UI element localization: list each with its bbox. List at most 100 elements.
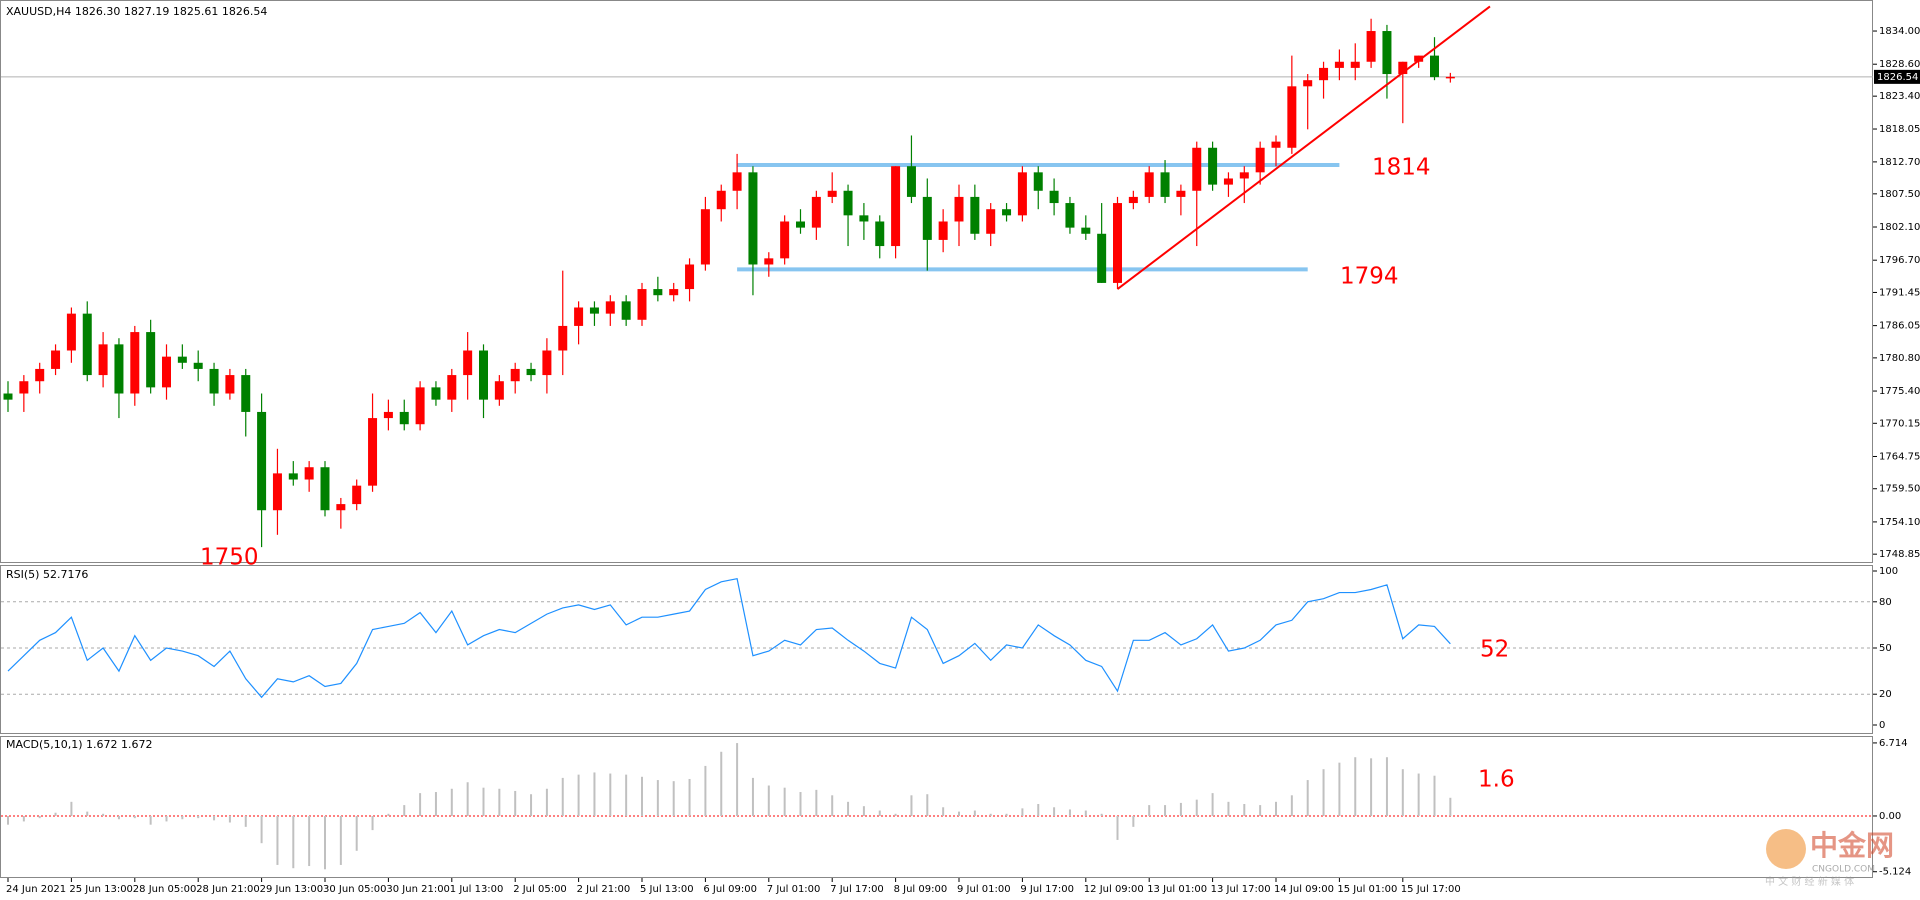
histogram-bar <box>1354 757 1357 816</box>
candle-body <box>257 411 267 511</box>
histogram-bar <box>831 795 834 816</box>
watermark: 中金网 CNGOLD.COM 中 文 财 经 新 媒 体 <box>1765 829 1894 888</box>
y-tick-label: 80 <box>1879 597 1892 608</box>
histogram-bar <box>751 777 754 816</box>
histogram-bar <box>688 778 691 816</box>
histogram-bar <box>973 810 976 816</box>
x-tick-label: 29 Jun 13:00 <box>260 884 324 895</box>
y-tick-label: -5.124 <box>1879 867 1911 878</box>
candle-body <box>1208 147 1218 185</box>
histogram-bar <box>894 813 897 816</box>
histogram-bar <box>355 815 358 851</box>
candle-body <box>796 221 805 228</box>
candle-body <box>970 196 980 234</box>
candle-body <box>1445 76 1455 79</box>
candle-body <box>922 196 932 240</box>
candle-body <box>399 411 409 425</box>
candle-body <box>463 350 473 376</box>
annotation: 1.6 <box>1478 767 1515 793</box>
histogram-bar <box>276 815 279 865</box>
logo <box>1766 829 1806 869</box>
histogram-bar <box>1275 801 1277 816</box>
histogram-bar <box>1132 815 1135 827</box>
candle-body <box>1081 227 1091 234</box>
x-tick-label: 9 Jul 01:00 <box>957 884 1011 895</box>
candle-body <box>653 289 663 296</box>
x-tick-label: 7 Jul 01:00 <box>767 884 821 895</box>
candle-body <box>1033 172 1043 191</box>
candle-body <box>352 485 362 505</box>
histogram-bar <box>545 788 548 816</box>
candle-body <box>558 325 568 351</box>
candle-body <box>875 221 885 247</box>
histogram-bar <box>878 810 881 816</box>
candle-body <box>146 332 156 388</box>
x-tick-label: 6 Jul 09:00 <box>703 884 757 895</box>
histogram-bar <box>1037 804 1040 816</box>
candle-body <box>1097 233 1107 283</box>
histogram-bar <box>1385 757 1388 816</box>
candle-body <box>35 368 45 382</box>
y-tick-label: 1834.00 <box>1879 26 1920 37</box>
x-tick-label: 5 Jul 13:00 <box>640 884 694 895</box>
watermark-site: CNGOLD.COM <box>1812 865 1875 875</box>
histogram-bar <box>387 813 390 816</box>
candle-body <box>225 375 235 394</box>
candle-body <box>780 221 790 259</box>
candle-body <box>193 362 203 369</box>
candle-body <box>906 166 916 197</box>
candle-body <box>605 301 615 314</box>
candle-body <box>1382 31 1392 75</box>
x-tick-label: 7 Jul 17:00 <box>830 884 884 895</box>
y-tick-label: 1786.05 <box>1879 321 1920 332</box>
candle-body <box>19 381 29 394</box>
macd-panel <box>0 736 1873 878</box>
x-tick-label: 2 Jul 21:00 <box>577 884 631 895</box>
histogram-bar <box>989 813 992 816</box>
candle-body <box>320 467 330 511</box>
histogram-bar <box>324 815 326 870</box>
histogram-bar <box>339 815 342 865</box>
candle-body <box>827 190 837 197</box>
candle-body <box>1255 147 1265 173</box>
candle-body <box>1176 190 1186 197</box>
candle-body <box>1334 61 1344 68</box>
y-tick-label: 1796.70 <box>1879 255 1920 266</box>
candle-body <box>114 344 124 394</box>
candle-body <box>1002 209 1012 216</box>
macd-title: MACD(5,10,1) 1.672 1.672 <box>6 738 153 751</box>
histogram-bar <box>197 815 200 819</box>
candle-body <box>1223 178 1233 185</box>
x-tick-label: 1 Jul 13:00 <box>450 884 504 895</box>
histogram-bar <box>1084 810 1087 816</box>
histogram-bar <box>847 801 850 816</box>
candle-body <box>1350 61 1360 68</box>
histogram-bar <box>1338 762 1341 816</box>
histogram-bar <box>54 812 57 816</box>
histogram-bar <box>498 788 501 816</box>
x-tick-label: 12 Jul 09:00 <box>1084 884 1144 895</box>
histogram-bar <box>1401 769 1404 816</box>
candle-body <box>574 307 584 326</box>
candle-body <box>288 473 298 480</box>
histogram-bar <box>482 787 485 816</box>
histogram-bar <box>38 815 41 819</box>
histogram-bar <box>1259 805 1262 816</box>
histogram-bar <box>767 785 770 816</box>
candle-body <box>542 350 552 376</box>
candle-body <box>241 375 251 412</box>
last-price-label: 1826.54 <box>1877 72 1918 83</box>
candle-body <box>479 350 488 400</box>
candle-body <box>1319 67 1329 81</box>
candle-body <box>1287 86 1297 148</box>
histogram-bar <box>165 815 168 822</box>
annotation: 1794 <box>1340 264 1399 290</box>
x-tick-label: 9 Jul 17:00 <box>1020 884 1074 895</box>
y-tick-label: 1791.45 <box>1879 287 1920 298</box>
y-tick-label: 1823.40 <box>1879 91 1920 102</box>
rsi-panel <box>0 565 1873 734</box>
histogram-bar <box>625 774 628 816</box>
candle-body <box>685 264 695 290</box>
candle-body <box>1366 31 1376 62</box>
candle-body <box>859 215 869 222</box>
